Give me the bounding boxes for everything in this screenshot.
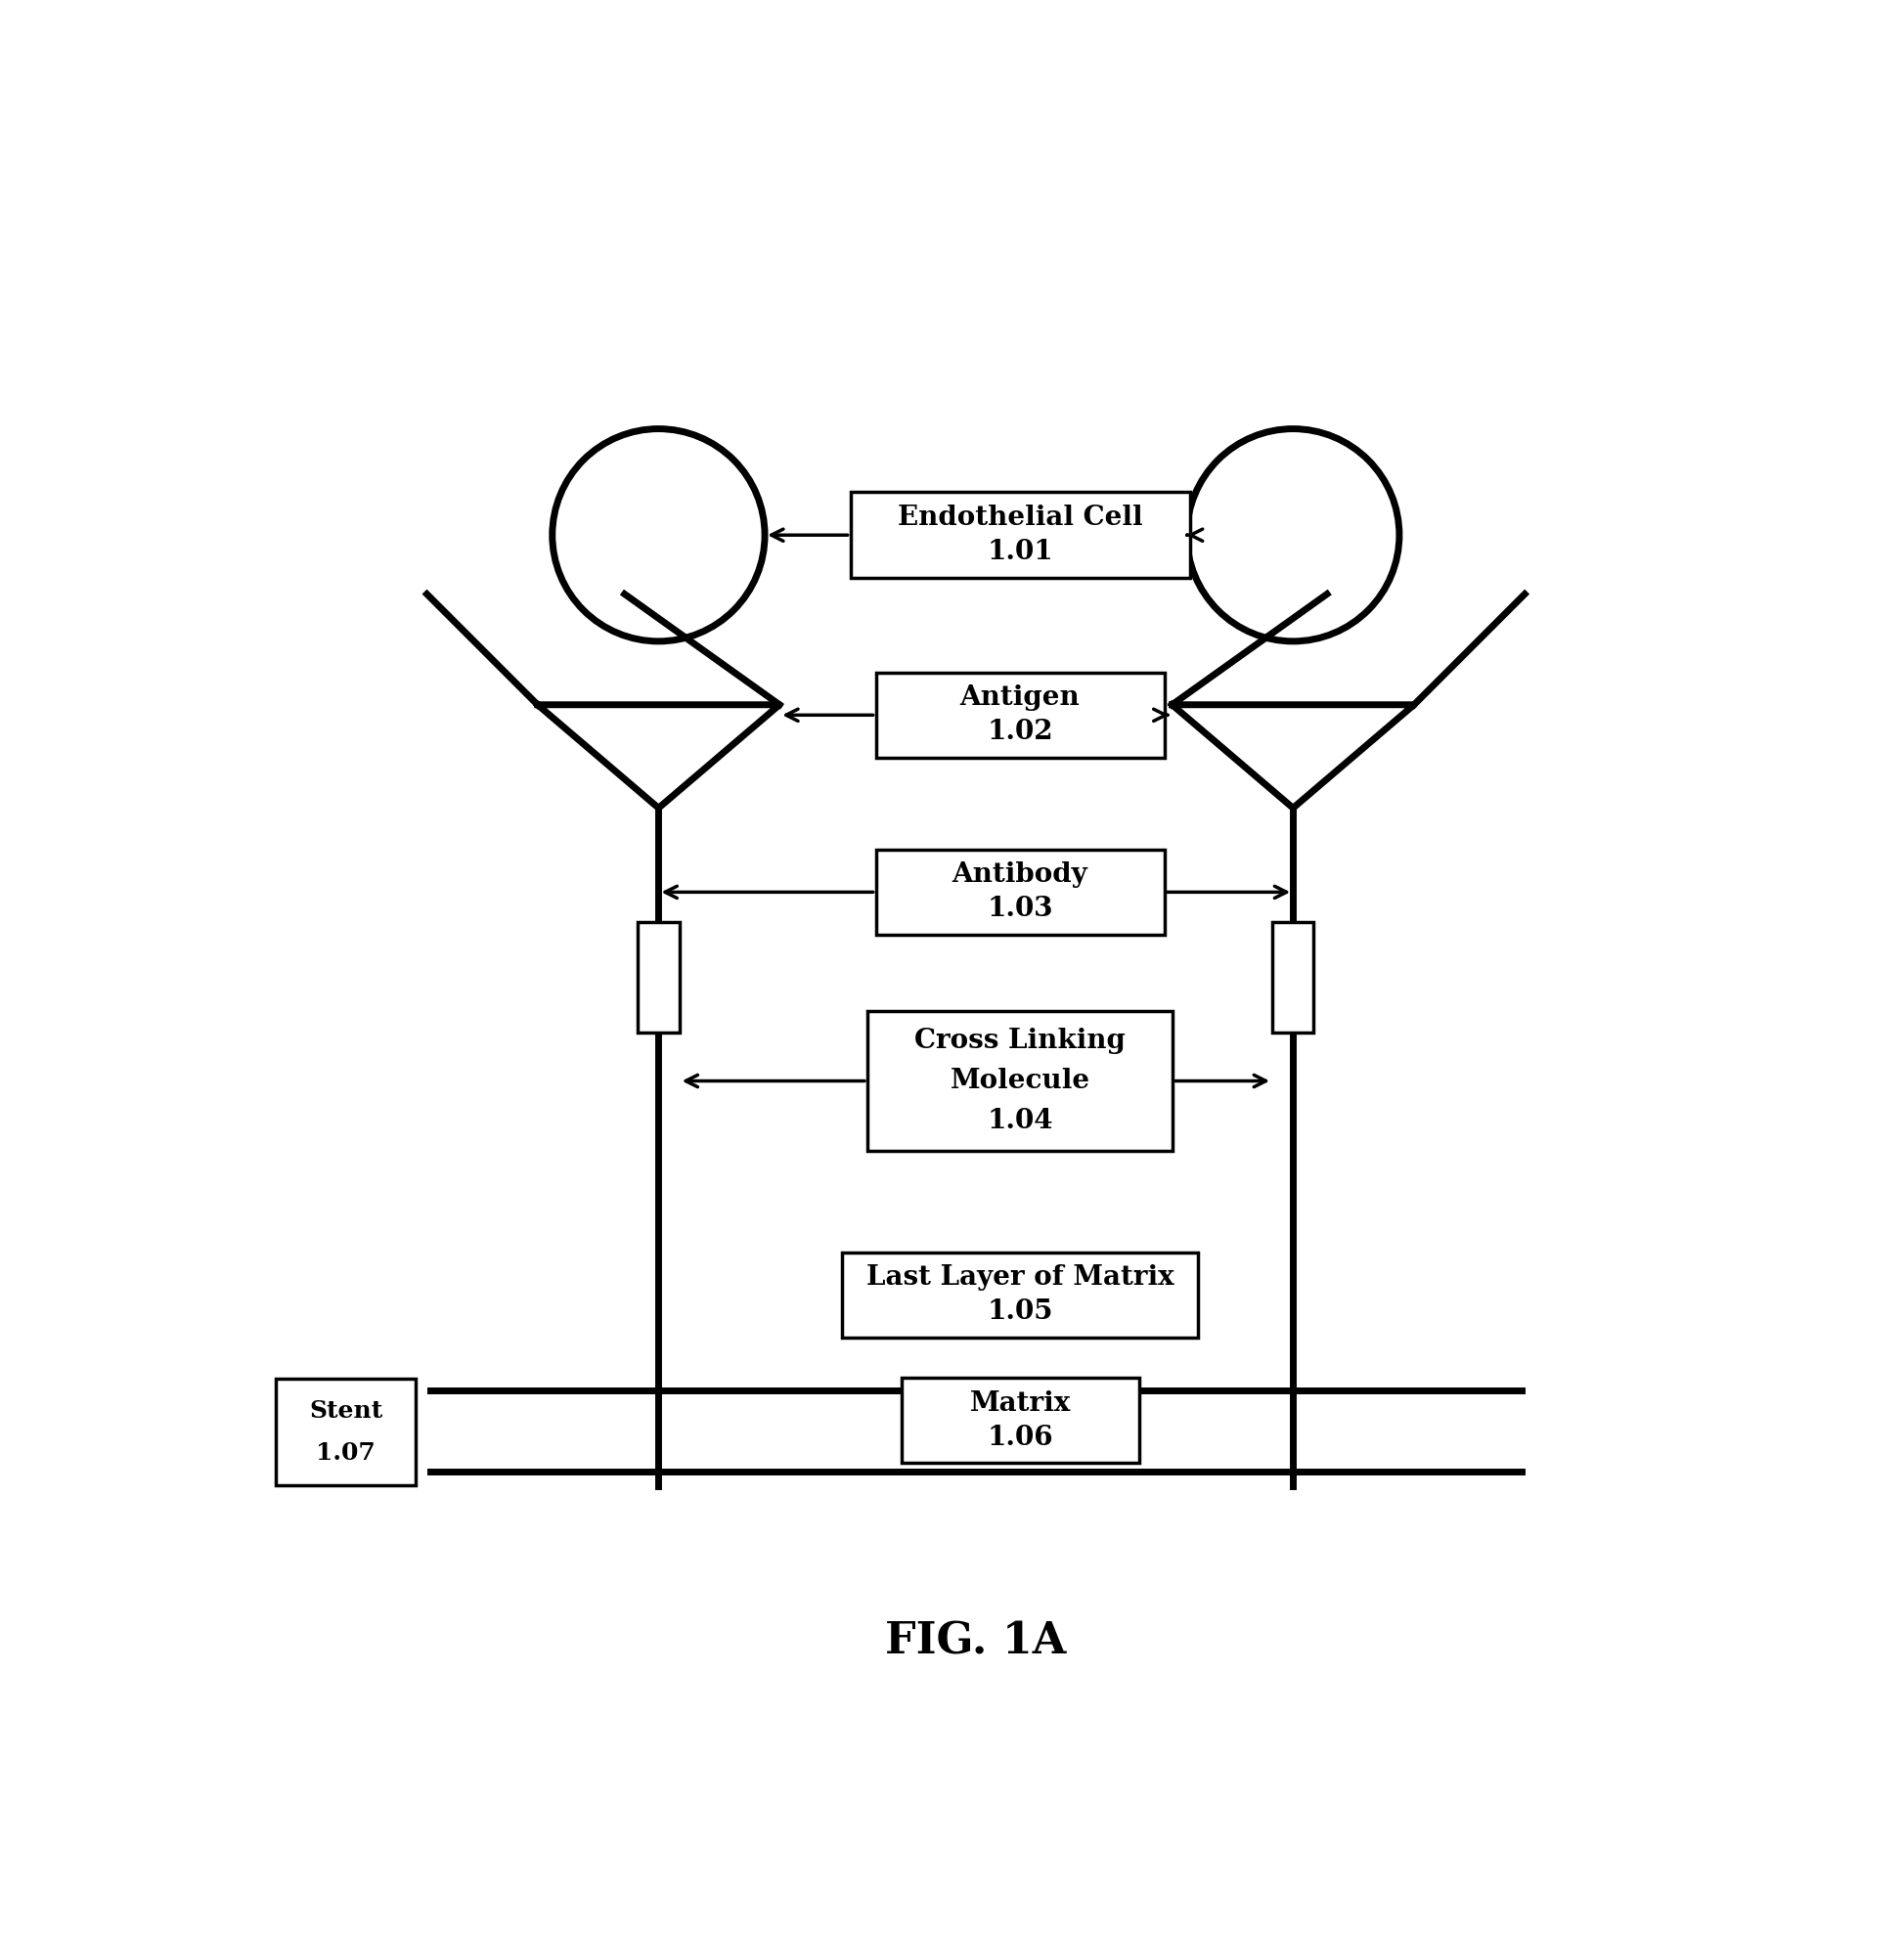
Text: 1.03: 1.03 [986,896,1053,922]
Circle shape [552,430,765,641]
Bar [876,850,1165,935]
Text: Molecule: Molecule [950,1069,1091,1094]
Text: FIG. 1A: FIG. 1A [885,1620,1066,1663]
Bar [276,1378,415,1485]
Text: Matrix: Matrix [969,1390,1070,1417]
Text: 1.06: 1.06 [986,1425,1053,1450]
Bar [638,922,680,1034]
Bar [876,672,1165,757]
Circle shape [1186,430,1399,641]
Text: Antibody: Antibody [952,862,1087,889]
Text: 1.04: 1.04 [986,1107,1053,1134]
Bar [851,492,1190,577]
Text: 1.02: 1.02 [986,718,1053,745]
Text: Cross Linking: Cross Linking [914,1028,1125,1053]
Text: Last Layer of Matrix: Last Layer of Matrix [866,1264,1175,1291]
Text: 1.05: 1.05 [986,1299,1053,1326]
Bar [842,1253,1198,1338]
Bar [868,1011,1173,1152]
Text: 1.07: 1.07 [316,1442,375,1466]
Bar [901,1378,1139,1464]
Text: Antigen: Antigen [960,685,1080,711]
Text: Stent: Stent [308,1400,383,1423]
Text: Endothelial Cell: Endothelial Cell [897,505,1142,530]
Bar [1272,922,1314,1034]
Text: 1.01: 1.01 [986,538,1053,565]
